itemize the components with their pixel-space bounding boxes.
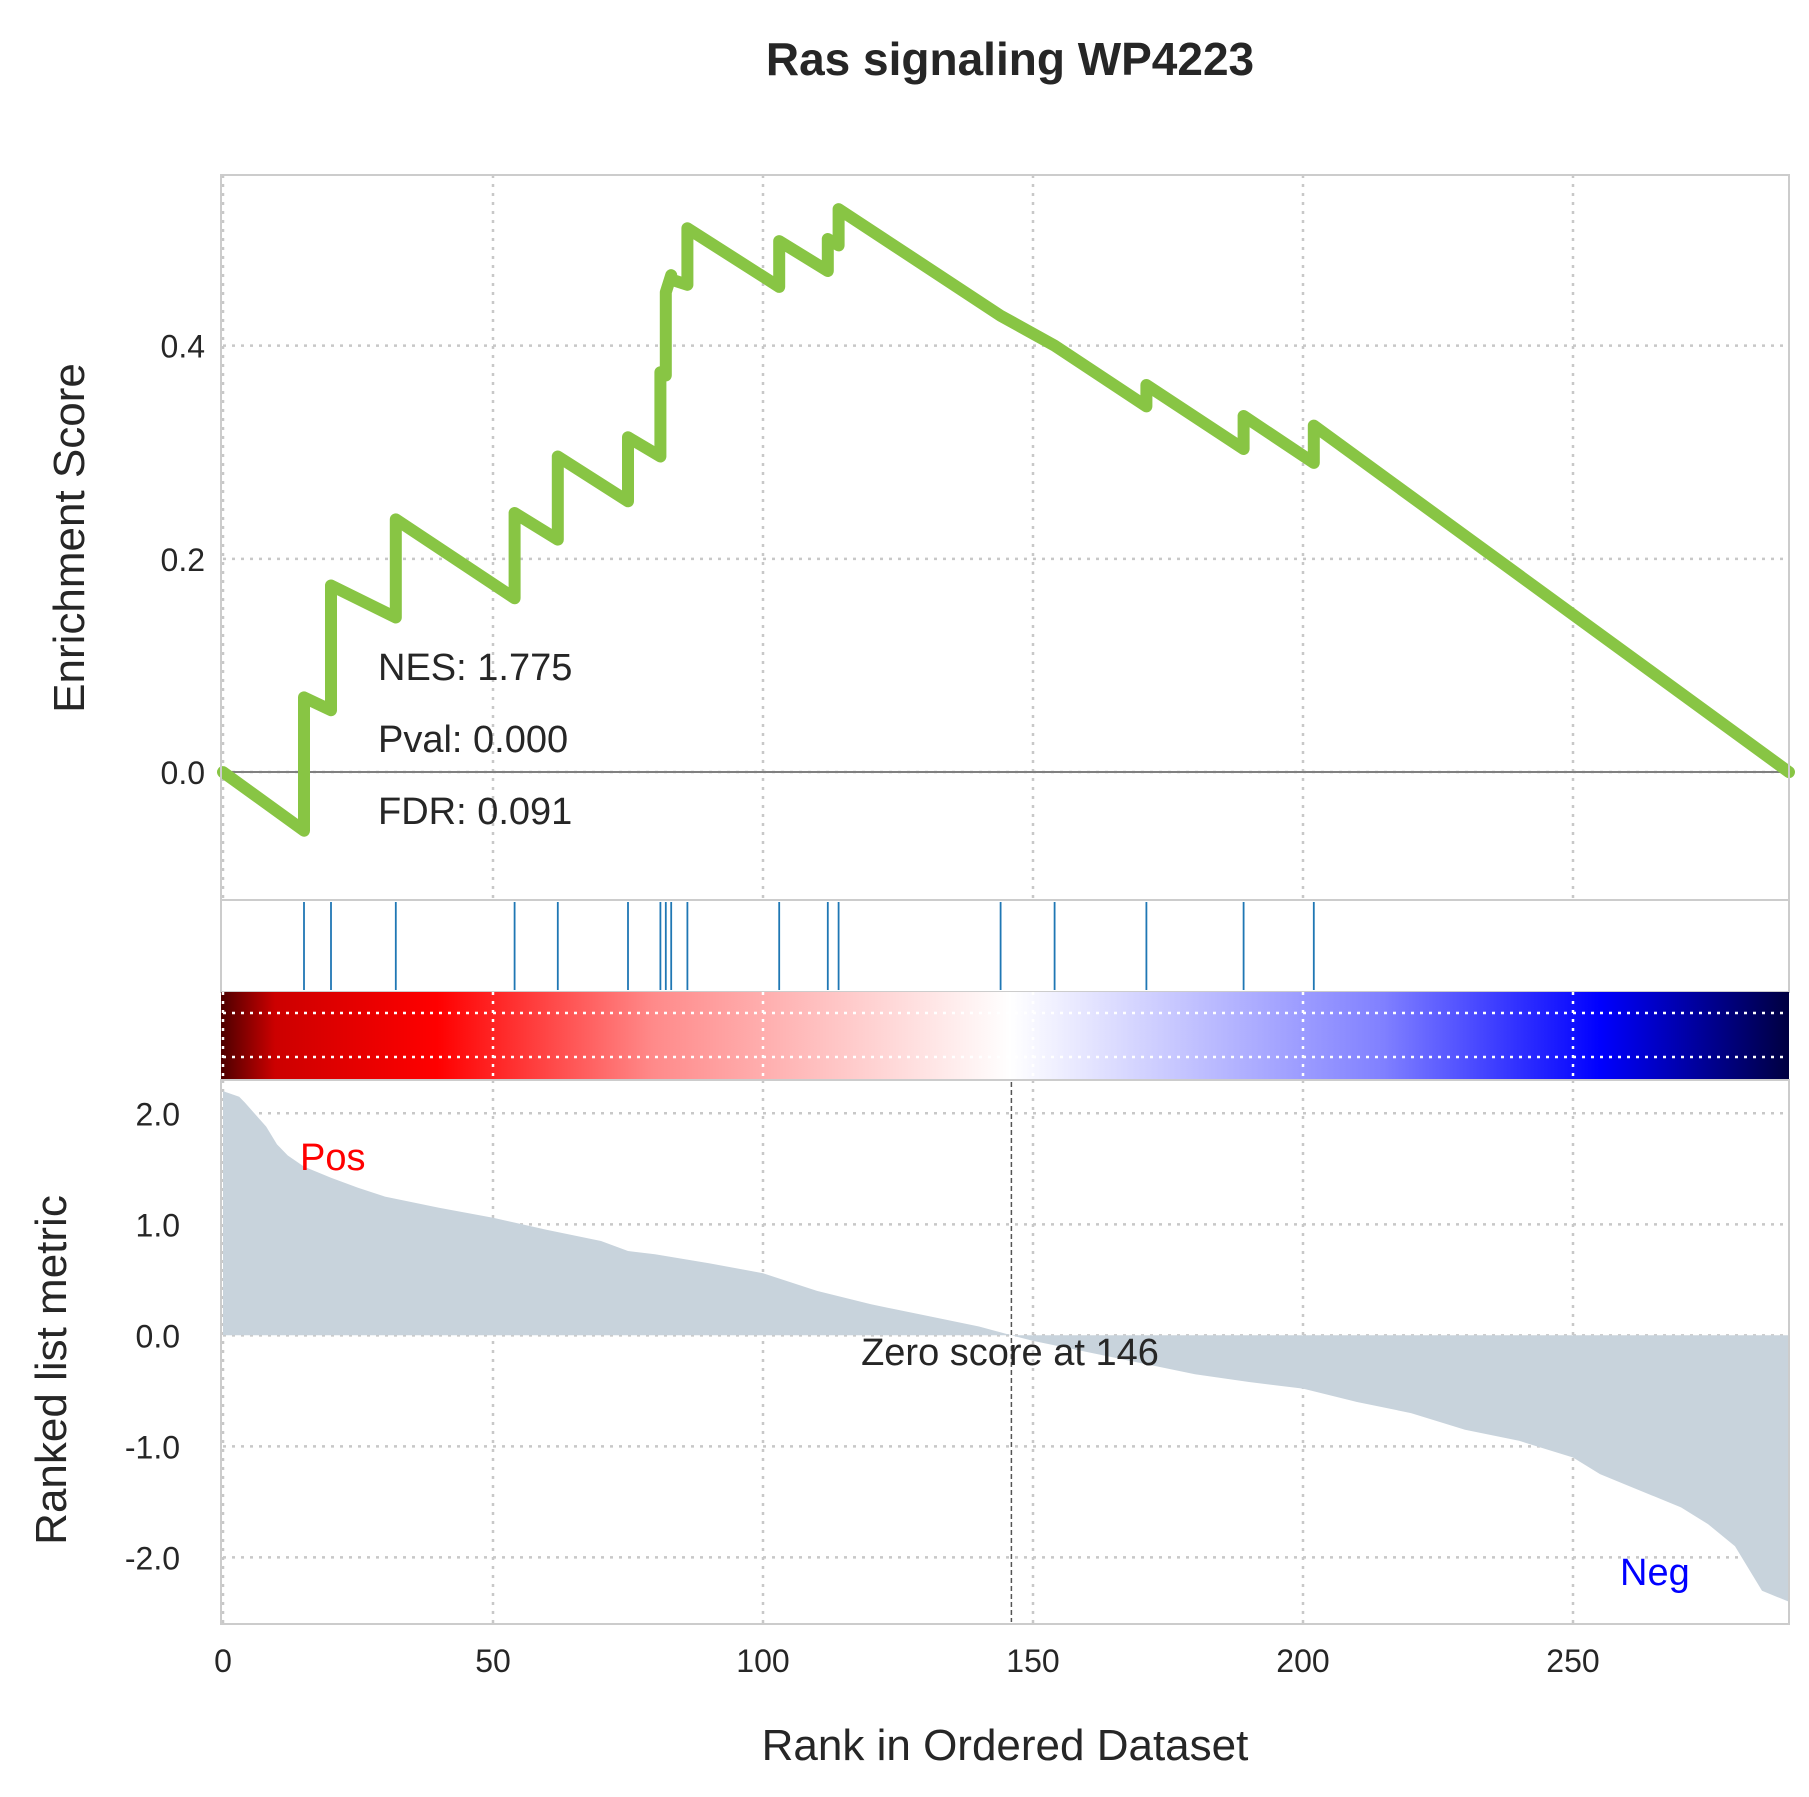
gene-hits-panel (220, 899, 1790, 993)
hits-panel-frame (220, 899, 1790, 993)
ranked-list-panel: Zero score at 146 Pos Neg 2.0 1.0 0.0 -1.0 -… (27, 1079, 1790, 1770)
fdr-annotation: FDR: 0.091 (378, 791, 572, 833)
rank-y-tick-label: 0.0 (136, 1318, 180, 1354)
nes-annotation: NES: 1.775 (378, 647, 572, 689)
rank-y-tick-label: 2.0 (136, 1096, 180, 1132)
rank-y-tick-label: 1.0 (136, 1207, 180, 1243)
rank-y-tick-label: -1.0 (125, 1429, 180, 1465)
x-tick-label: 0 (214, 1643, 232, 1679)
rank-y-ticks: 2.0 1.0 0.0 -1.0 -2.0 (125, 1096, 180, 1576)
enrichment-score-line (217, 203, 1795, 837)
x-axis-label: Rank in Ordered Dataset (762, 1721, 1249, 1770)
rank-colorbar (221, 992, 1789, 1080)
pval-annotation: Pval: 0.000 (378, 719, 568, 761)
rank-panel-frame (220, 1079, 1790, 1625)
x-tick-label: 200 (1276, 1643, 1329, 1679)
ranked-metric-area (223, 1091, 1789, 1602)
x-tick-label: 100 (736, 1643, 789, 1679)
colorbar-gridlines (221, 992, 1789, 1080)
es-y-axis-label: Enrichment Score (45, 363, 94, 713)
x-tick-label: 250 (1546, 1643, 1599, 1679)
es-y-ticks: 0.0 0.2 0.4 (161, 329, 205, 791)
es-y-tick-label: 0.0 (161, 755, 205, 791)
pos-label: Pos (300, 1137, 365, 1179)
es-y-tick-label: 0.2 (161, 542, 205, 578)
gene-hit-marks (303, 902, 1315, 990)
neg-label: Neg (1620, 1552, 1690, 1594)
rank-x-ticks: 0 50 100 150 200 250 (214, 1643, 1600, 1679)
rank-y-tick-label: -2.0 (125, 1540, 180, 1576)
rank-colorbar-panel (221, 992, 1789, 1080)
chart-title: Ras signaling WP4223 (766, 33, 1254, 85)
rank-y-axis-label: Ranked list metric (27, 1195, 76, 1545)
enrichment-score-panel: 0.0 0.2 0.4 NES: 1.775 Pval: 0.000 FDR: 0.… (45, 174, 1795, 901)
x-tick-label: 50 (475, 1643, 511, 1679)
es-y-tick-label: 0.4 (161, 329, 205, 365)
x-tick-label: 150 (1006, 1643, 1059, 1679)
zero-score-annotation: Zero score at 146 (861, 1332, 1159, 1374)
